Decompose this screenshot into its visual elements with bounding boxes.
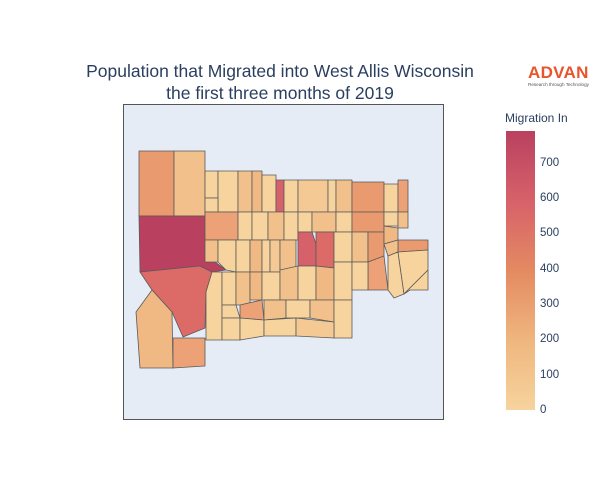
colorbar-tick-label: 100 <box>540 368 560 381</box>
region-c7[interactable] <box>279 239 297 271</box>
advan-logo: ADVAN Research through Technology <box>528 64 598 88</box>
region-c9[interactable] <box>315 231 335 269</box>
region-s17[interactable] <box>239 317 265 341</box>
logo-tagline: Research through Technology <box>528 82 589 87</box>
region-n11[interactable] <box>351 181 385 213</box>
region-c6[interactable] <box>269 239 281 273</box>
region-n1[interactable] <box>204 170 219 199</box>
region-c1[interactable] <box>204 239 219 263</box>
region-c2[interactable] <box>217 239 237 273</box>
colorbar-tick-label: 400 <box>540 262 560 275</box>
region-m5[interactable] <box>267 211 285 241</box>
region-s6[interactable] <box>297 265 317 301</box>
colorbar-tick-label: 200 <box>540 333 560 346</box>
region-m4[interactable] <box>251 211 269 241</box>
region-c10[interactable] <box>333 231 353 263</box>
colorbar-tick-label: 300 <box>540 298 560 311</box>
region-m3[interactable] <box>237 211 253 241</box>
region-n4[interactable] <box>251 170 263 213</box>
region-s19[interactable] <box>295 317 335 339</box>
region-s16[interactable] <box>221 317 241 341</box>
colorbar-gradient <box>506 131 535 410</box>
region-s7[interactable] <box>315 265 335 301</box>
region-m8[interactable] <box>311 211 337 233</box>
region-n13[interactable] <box>397 179 409 213</box>
region-n9[interactable] <box>327 179 337 213</box>
region-n2[interactable] <box>217 170 239 213</box>
region-s2[interactable] <box>235 271 251 306</box>
region-c11[interactable] <box>351 231 369 263</box>
region-m10[interactable] <box>351 211 385 233</box>
region-m2[interactable] <box>204 211 239 241</box>
region-w1[interactable] <box>138 150 175 217</box>
region-c5[interactable] <box>261 239 271 273</box>
colorbar-tick-label: 700 <box>540 156 560 169</box>
region-s1[interactable] <box>221 271 237 306</box>
region-n3[interactable] <box>237 170 253 213</box>
region-c8[interactable] <box>297 231 317 267</box>
region-e5[interactable] <box>403 269 429 295</box>
region-e3[interactable] <box>387 251 405 299</box>
region-e2[interactable] <box>367 255 389 291</box>
region-n7[interactable] <box>283 179 299 213</box>
region-m11[interactable] <box>383 211 399 227</box>
chart-title-line-2: the first three months of 2019 <box>166 83 394 103</box>
region-s18[interactable] <box>263 317 297 337</box>
region-w5[interactable] <box>135 289 174 369</box>
region-w6[interactable] <box>172 337 206 369</box>
region-n12[interactable] <box>383 183 399 213</box>
region-s12[interactable] <box>263 299 287 321</box>
region-m9[interactable] <box>335 211 353 233</box>
region-n6[interactable] <box>275 179 285 213</box>
region-s14[interactable] <box>309 299 335 323</box>
region-n10[interactable] <box>335 179 353 213</box>
region-s13[interactable] <box>285 299 311 319</box>
region-m12[interactable] <box>397 211 409 229</box>
colorbar-tick-label: 0 <box>540 404 547 416</box>
region-s5[interactable] <box>279 265 299 301</box>
logo-wordmark: ADVAN <box>528 63 589 82</box>
region-s3[interactable] <box>249 271 263 301</box>
region-m6[interactable] <box>283 211 299 241</box>
region-s8[interactable] <box>333 261 353 301</box>
choropleth-map[interactable] <box>123 104 444 420</box>
colorbar-tick-label: 500 <box>540 227 560 240</box>
region-c4[interactable] <box>249 239 263 273</box>
region-m7[interactable] <box>297 211 313 233</box>
region-s9[interactable] <box>351 261 369 291</box>
region-c3[interactable] <box>235 239 251 273</box>
chart-title-line-1: Population that Migrated into West Allis… <box>86 61 474 81</box>
region-s4[interactable] <box>261 271 281 301</box>
region-n5[interactable] <box>261 174 277 213</box>
region-n8[interactable] <box>297 179 329 213</box>
region-w2[interactable] <box>173 150 206 217</box>
region-m1[interactable] <box>204 197 219 213</box>
colorbar-title: Migration In <box>505 111 568 125</box>
region-s15[interactable] <box>333 299 353 339</box>
colorbar-tick-label: 600 <box>540 192 560 205</box>
